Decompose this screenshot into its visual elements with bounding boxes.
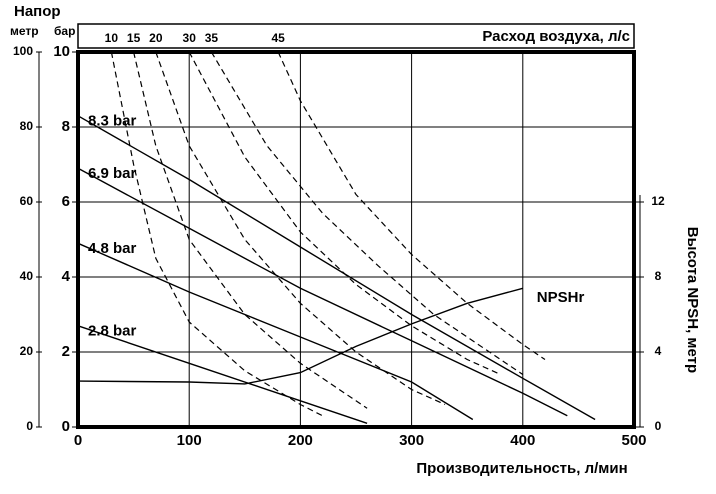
series-line [77,287,523,385]
y3-tick-label: 4 [62,268,71,285]
series-line [77,115,596,421]
y2-axis-label: Высота NPSH, метр [684,227,701,373]
y-axis-label: метр [10,24,39,38]
y2-tick-label: 12 [651,194,665,208]
y-tick-label: 80 [20,119,34,133]
y3-axis-label: бар [54,24,75,38]
series-line [77,325,368,424]
air-flow-label: 30 [183,31,197,45]
air-flow-label: 10 [105,31,119,45]
series-label: NPSHr [537,289,585,306]
series-line [188,51,501,376]
top-axis-label: Расход воздуха, л/с [482,28,630,45]
x-tick-label: 100 [177,432,202,449]
y3-tick-label: 2 [62,343,70,360]
y-tick-label: 60 [20,194,34,208]
series-line [77,242,474,421]
x-tick-label: 400 [510,432,535,449]
series-line [110,51,323,417]
air-flow-label: 20 [149,31,163,45]
series-line [155,51,446,406]
y-tick-label: 20 [20,344,34,358]
chart-title: Напор [14,3,61,20]
series-line [133,51,368,409]
x-tick-label: 200 [288,432,313,449]
x-tick-label: 300 [399,432,424,449]
series-label: 2.8 bar [88,323,137,340]
plot-frame [76,50,636,429]
series-line [277,51,546,360]
y2-tick-label: 8 [655,269,662,283]
y2-tick-label: 4 [655,344,662,358]
series-label: 4.8 bar [88,240,137,257]
x-tick-label: 500 [621,432,646,449]
y3-tick-label: 8 [62,118,70,135]
y3-tick-label: 0 [62,418,70,435]
series-label: 6.9 bar [88,165,137,182]
series-line [77,167,568,417]
y2-tick-label: 0 [655,419,662,433]
y-tick-label: 0 [26,419,33,433]
y-tick-label: 40 [20,269,34,283]
y-tick-label: 100 [13,44,33,58]
x-axis-label: Производительность, л/мин [416,460,627,477]
air-flow-label: 45 [271,31,285,45]
x-tick-label: 0 [74,432,82,449]
top-axis-box [77,23,635,49]
air-flow-label: 15 [127,31,141,45]
y3-tick-label: 6 [62,193,70,210]
y3-tick-label: 10 [53,43,70,60]
air-flow-label: 35 [205,31,219,45]
series-line [210,51,524,375]
series-label: 8.3 bar [88,113,137,130]
